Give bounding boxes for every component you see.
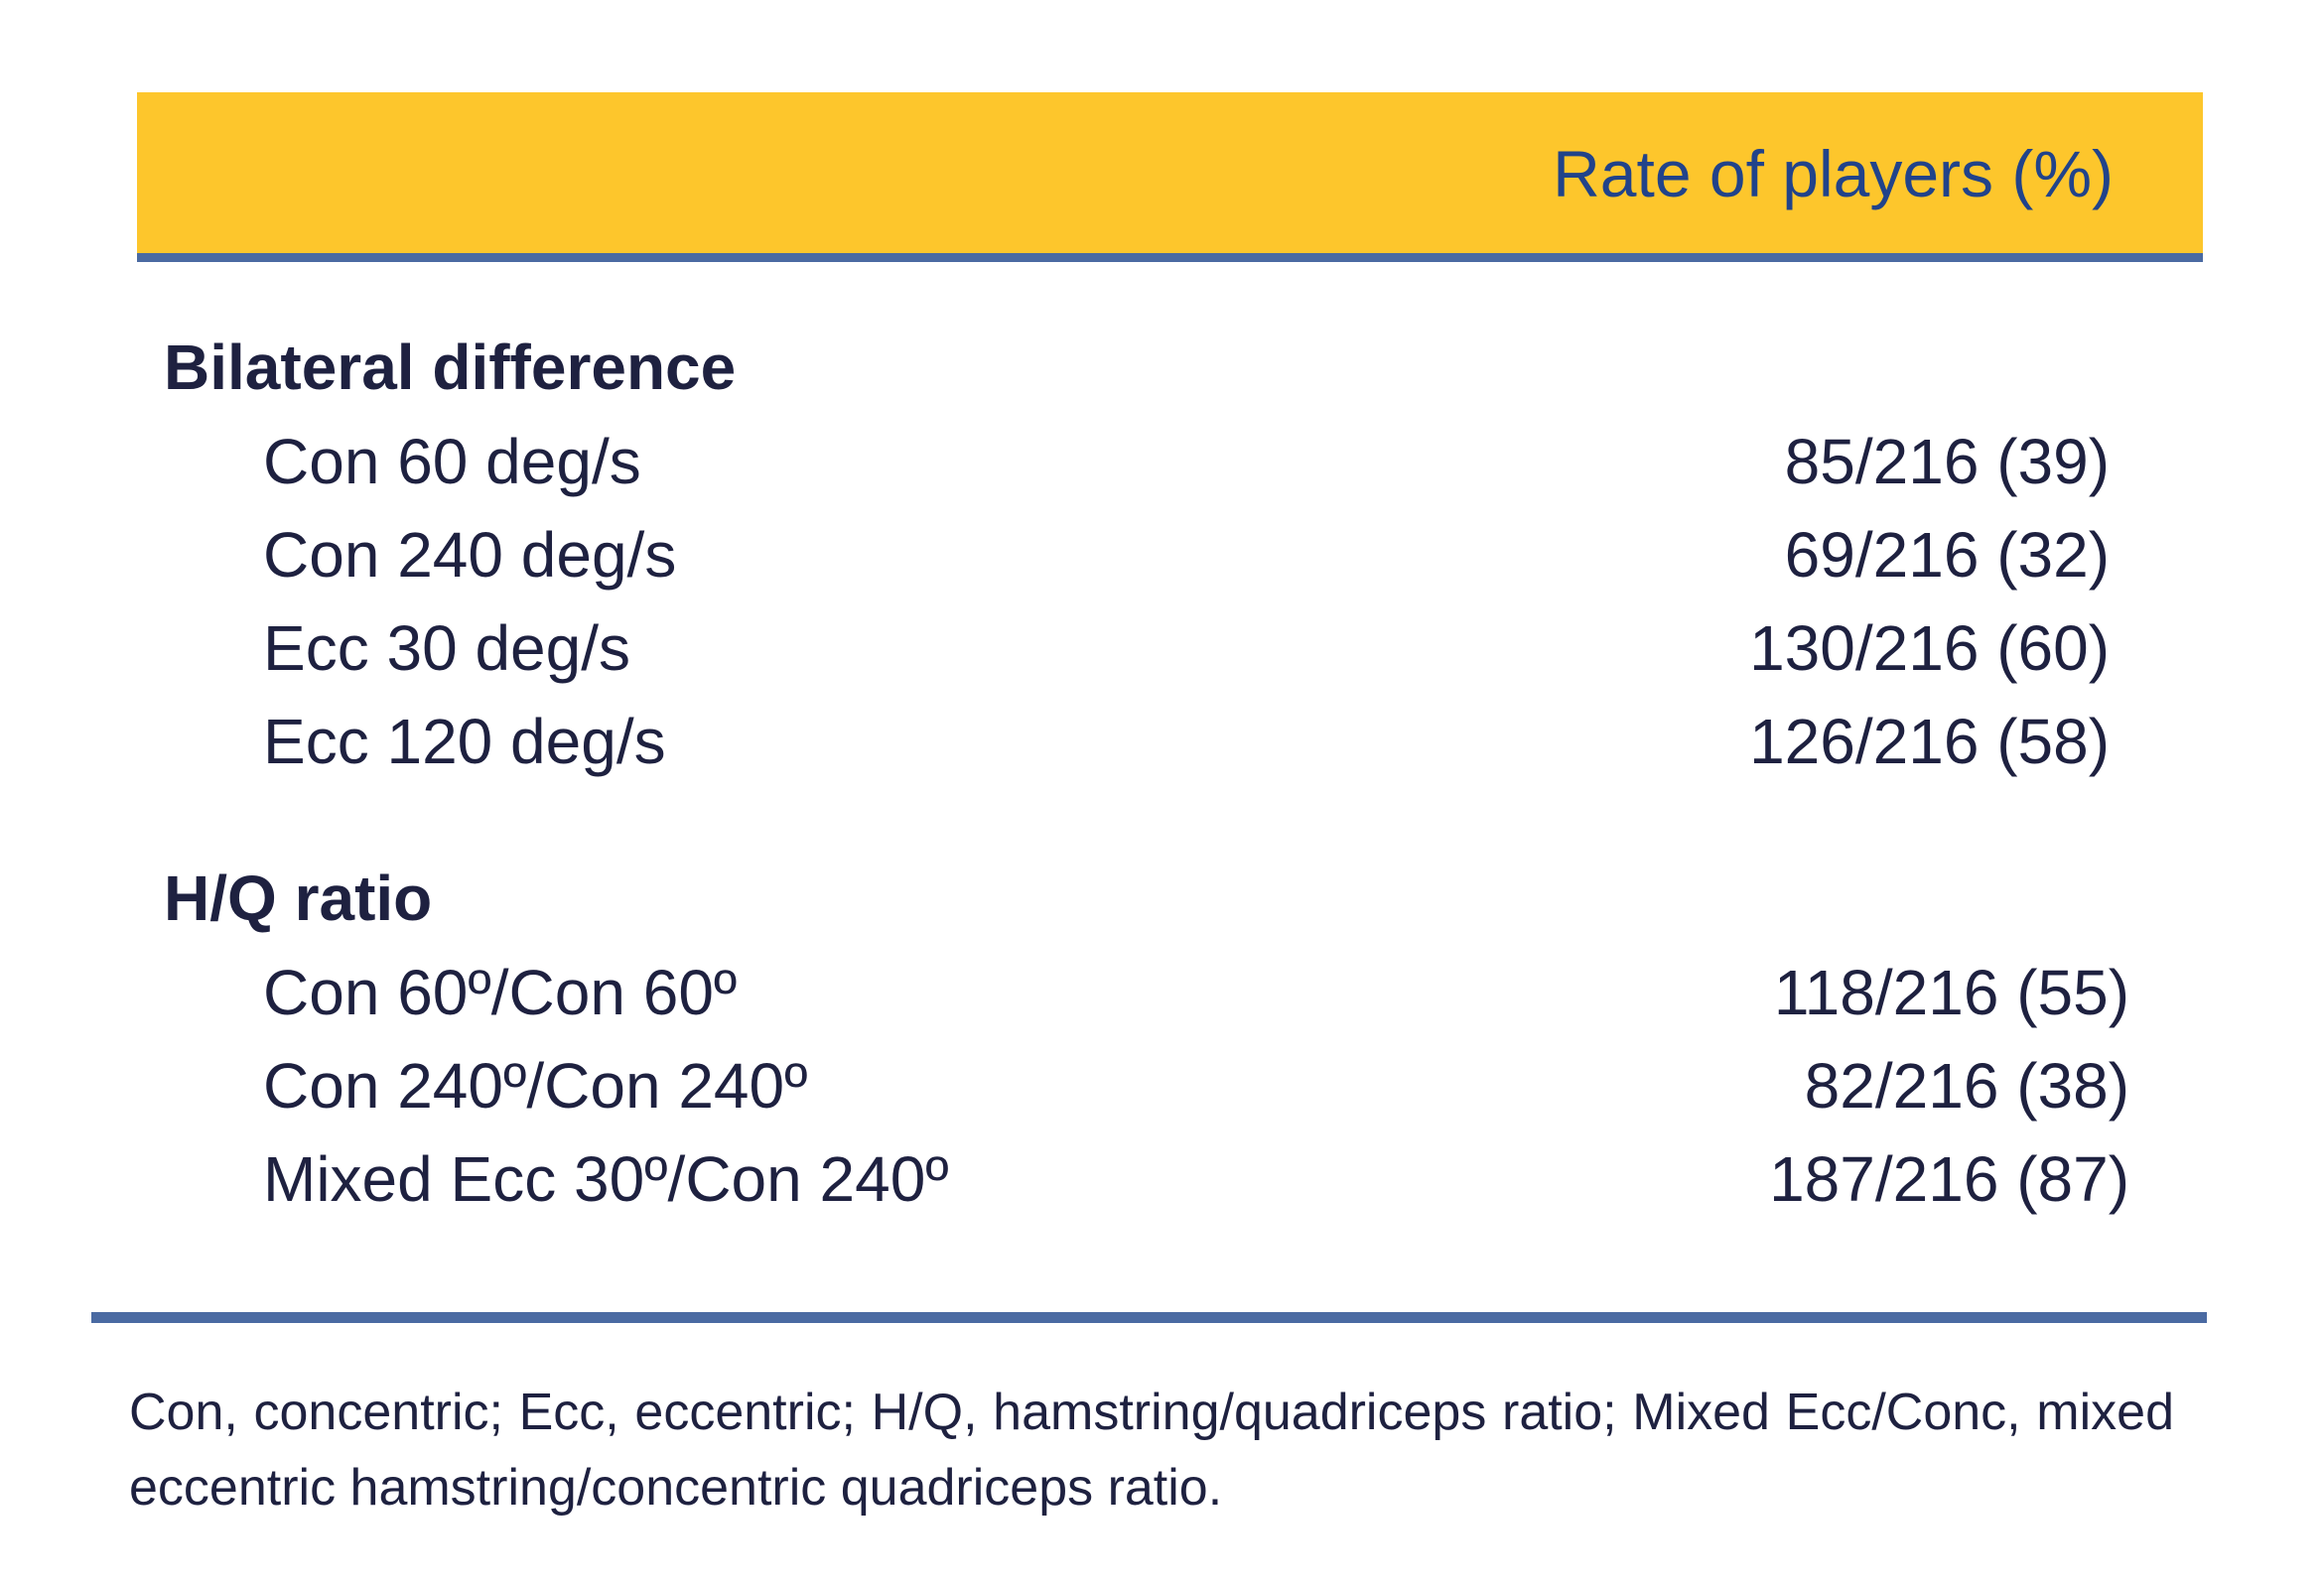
table-row: Con 60º/Con 60º 118/216 (55)	[263, 953, 2129, 1032]
table-row: Ecc 30 deg/s 130/216 (60)	[263, 608, 2110, 688]
row-label: Mixed Ecc 30º/Con 240º	[263, 1143, 949, 1215]
table-row: Con 240 deg/s 69/216 (32)	[263, 515, 2110, 595]
table-row: Ecc 120 deg/s 126/216 (58)	[263, 702, 2110, 781]
header-divider	[137, 253, 2203, 262]
table-row: Con 60 deg/s 85/216 (39)	[263, 422, 2110, 501]
row-value: 85/216 (39)	[1784, 426, 2110, 497]
row-value: 187/216 (87)	[1769, 1143, 2129, 1215]
row-value: 130/216 (60)	[1749, 612, 2110, 684]
row-label: Con 240 deg/s	[263, 519, 677, 591]
table-header-band	[137, 92, 2203, 253]
row-label: Con 240º/Con 240º	[263, 1050, 808, 1122]
column-header-rate-of-players: Rate of players (%)	[1553, 137, 2114, 210]
row-value: 118/216 (55)	[1773, 957, 2129, 1028]
row-value: 69/216 (32)	[1784, 519, 2110, 591]
footer-divider	[91, 1312, 2207, 1323]
row-label: Con 60º/Con 60º	[263, 957, 738, 1028]
table-row: Mixed Ecc 30º/Con 240º 187/216 (87)	[263, 1139, 2129, 1219]
section-heading-bilateral-difference: Bilateral difference	[164, 331, 737, 403]
row-value: 126/216 (58)	[1749, 706, 2110, 777]
table-footnote: Con, concentric; Ecc, eccentric; H/Q, ha…	[129, 1384, 2174, 1517]
row-label: Ecc 120 deg/s	[263, 706, 666, 777]
row-value: 82/216 (38)	[1804, 1050, 2129, 1122]
section-heading-hq-ratio: H/Q ratio	[164, 862, 433, 934]
row-label: Ecc 30 deg/s	[263, 612, 630, 684]
table-row: Con 240º/Con 240º 82/216 (38)	[263, 1046, 2129, 1126]
row-label: Con 60 deg/s	[263, 426, 641, 497]
